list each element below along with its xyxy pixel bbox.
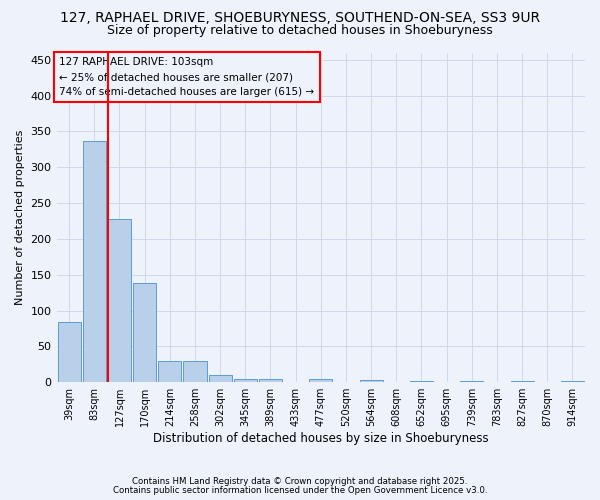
Bar: [511, 381, 533, 382]
Bar: [83, 140, 106, 382]
Bar: [309, 380, 332, 382]
Bar: [234, 378, 257, 382]
X-axis label: Distribution of detached houses by size in Shoeburyness: Distribution of detached houses by size …: [153, 432, 488, 445]
Bar: [410, 381, 433, 382]
Text: 127, RAPHAEL DRIVE, SHOEBURYNESS, SOUTHEND-ON-SEA, SS3 9UR: 127, RAPHAEL DRIVE, SHOEBURYNESS, SOUTHE…: [60, 11, 540, 25]
Text: 127 RAPHAEL DRIVE: 103sqm
← 25% of detached houses are smaller (207)
74% of semi: 127 RAPHAEL DRIVE: 103sqm ← 25% of detac…: [59, 58, 314, 97]
Bar: [359, 380, 383, 382]
Bar: [133, 282, 156, 382]
Bar: [561, 381, 584, 382]
Bar: [158, 360, 181, 382]
Text: Contains HM Land Registry data © Crown copyright and database right 2025.: Contains HM Land Registry data © Crown c…: [132, 477, 468, 486]
Bar: [108, 219, 131, 382]
Bar: [58, 322, 80, 382]
Bar: [460, 381, 484, 382]
Bar: [209, 375, 232, 382]
Bar: [259, 378, 282, 382]
Bar: [184, 360, 206, 382]
Y-axis label: Number of detached properties: Number of detached properties: [15, 130, 25, 305]
Text: Size of property relative to detached houses in Shoeburyness: Size of property relative to detached ho…: [107, 24, 493, 37]
Text: Contains public sector information licensed under the Open Government Licence v3: Contains public sector information licen…: [113, 486, 487, 495]
